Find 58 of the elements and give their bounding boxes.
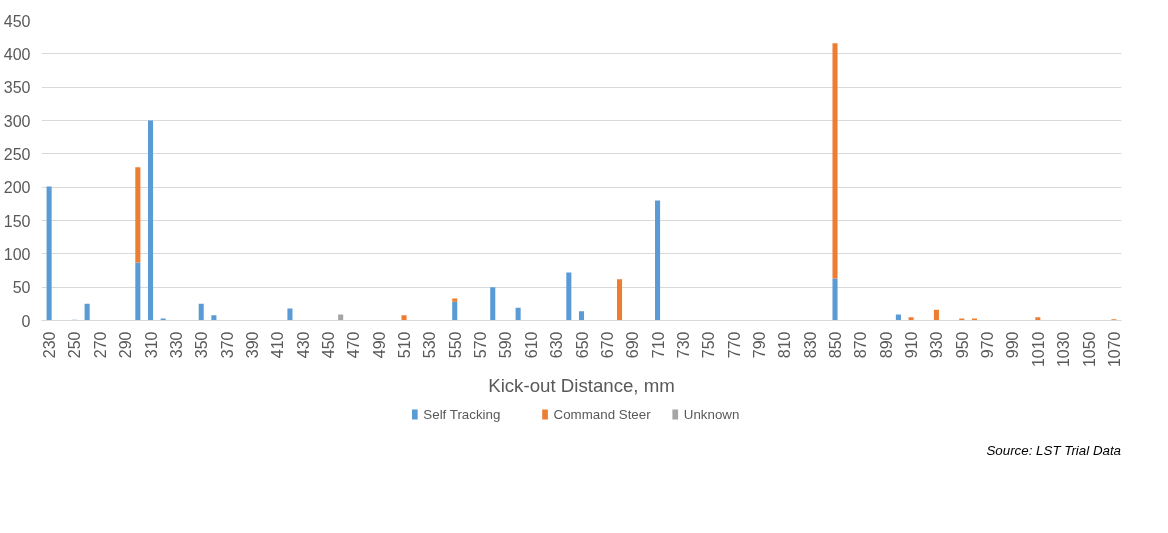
x-tick-label: 910	[903, 331, 921, 359]
x-tick-label: 510	[396, 331, 414, 359]
x-tick-label: 670	[598, 331, 616, 359]
y-tick-label: 300	[3, 112, 31, 130]
x-tick-label: 750	[700, 331, 718, 359]
x-tick-label: 790	[750, 331, 768, 359]
x-tick-label: 470	[345, 331, 363, 359]
x-tick-label: 530	[421, 331, 439, 359]
x-tick-label: 970	[979, 331, 997, 359]
x-tick-label: 370	[218, 331, 236, 359]
x-tick-label: 870	[852, 331, 870, 359]
x-tick-label: 990	[1004, 331, 1022, 359]
x-tick-label: 570	[472, 331, 490, 359]
x-tick-label: 1050	[1080, 331, 1098, 368]
x-tick-label: 770	[725, 331, 743, 359]
x-tick-label: 930	[928, 331, 946, 359]
x-tick-label: 410	[269, 331, 287, 359]
x-tick-label: 330	[167, 331, 185, 359]
y-tick-label: 400	[3, 45, 31, 63]
x-tick-label: 250	[66, 331, 84, 359]
y-tick-label: 100	[3, 245, 31, 263]
y-tick-label: 450	[3, 12, 31, 30]
y-tick-label: 200	[3, 179, 31, 197]
source-note: Source: LST Trial Data	[986, 442, 1122, 458]
x-tick-label: 690	[624, 331, 642, 359]
x-tick-label: 710	[649, 331, 667, 359]
x-tick-label: 610	[522, 331, 540, 359]
legend-label: Command Steer	[553, 407, 652, 422]
x-tick-label: 810	[776, 331, 794, 359]
x-tick-label: 490	[370, 331, 388, 359]
x-tick-label: 590	[497, 331, 515, 359]
legend-label: Unknown	[683, 407, 740, 422]
x-tick-label: 1030	[1055, 331, 1073, 368]
x-tick-label: 730	[674, 331, 692, 359]
x-tick-label: 270	[91, 331, 109, 359]
x-tick-label: 550	[446, 331, 464, 359]
y-tick-label: 350	[3, 79, 31, 97]
x-tick-label: 850	[827, 331, 845, 359]
x-tick-label: 650	[573, 331, 591, 359]
x-tick-label: 630	[548, 331, 566, 359]
x-tick-label: 830	[801, 331, 819, 359]
x-tick-label: 230	[41, 331, 59, 359]
x-tick-label: 950	[953, 331, 971, 359]
x-tick-label: 390	[243, 331, 261, 359]
x-tick-label: 350	[193, 331, 211, 359]
x-tick-label: 450	[319, 331, 337, 359]
x-tick-label: 430	[294, 331, 312, 359]
y-tick-label: 0	[21, 312, 31, 330]
y-tick-label: 50	[12, 279, 31, 297]
x-tick-label: 290	[117, 331, 135, 359]
x-tick-label: 310	[142, 331, 160, 359]
x-tick-label: 890	[877, 331, 895, 359]
x-tick-label: 1070	[1105, 331, 1123, 368]
x-tick-label: 1010	[1029, 331, 1047, 368]
y-tick-label: 150	[3, 212, 31, 230]
legend-label: Self Tracking	[423, 407, 501, 422]
y-tick-label: 250	[3, 145, 31, 163]
x-axis-title: Kick-out Distance, mm	[488, 375, 675, 397]
